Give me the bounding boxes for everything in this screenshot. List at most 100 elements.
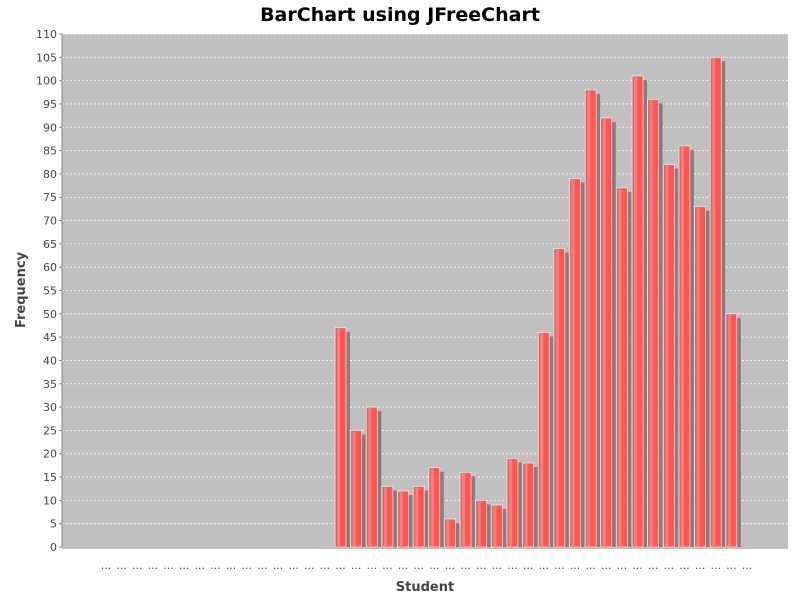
y-tick-label: 85 [43, 145, 57, 158]
x-tick-label: ... [304, 559, 315, 572]
bar-highlight [587, 90, 591, 547]
bar [647, 98, 659, 548]
bar [444, 518, 456, 548]
x-tick-label: ... [210, 559, 221, 572]
x-tick-label: ... [460, 559, 471, 572]
x-tick-label: ... [132, 559, 143, 572]
x-axis-label: Student [396, 580, 454, 595]
bar-highlight [352, 431, 356, 546]
bar-highlight [602, 118, 606, 546]
bar [631, 75, 644, 548]
bar [600, 117, 613, 548]
bar-highlight [680, 146, 685, 546]
x-tick-label: ... [413, 559, 424, 572]
y-tick-label: 40 [43, 354, 57, 367]
bar-highlight [696, 207, 700, 546]
x-tick-label: ... [507, 559, 518, 572]
y-tick-label: 95 [43, 98, 57, 111]
bar-highlight [446, 520, 450, 546]
x-tick-label: ... [601, 559, 612, 572]
y-tick-label: 80 [43, 168, 57, 181]
bar-highlight [493, 506, 497, 546]
x-tick-label: ... [273, 559, 284, 572]
bar-highlight [383, 487, 388, 546]
bar [694, 206, 706, 548]
bar [522, 462, 534, 548]
bar-highlight [665, 165, 669, 546]
x-tick-label: ... [351, 559, 362, 572]
x-tick-label: ... [554, 559, 565, 572]
bar-highlight [649, 100, 653, 547]
x-tick-label: ... [664, 559, 675, 572]
y-tick-label: 110 [36, 28, 57, 41]
x-tick-label: ... [398, 559, 409, 572]
y-tick-label: 65 [43, 238, 57, 251]
bar [412, 486, 425, 548]
x-tick-label: ... [710, 559, 721, 572]
bars [334, 57, 741, 548]
bar-highlight [634, 76, 638, 547]
x-tick-label: ... [241, 559, 252, 572]
x-tick-label: ... [429, 559, 440, 572]
y-axis: 0 5 10 15 20 25 30 35 40 45 50 55 60 65 70 75 80 85 90 95 10… [36, 28, 63, 554]
y-tick-label: 105 [36, 51, 57, 64]
x-tick-label: ... [492, 559, 503, 572]
y-tick-label: 20 [43, 448, 57, 461]
bar-highlight [524, 464, 528, 546]
y-tick-label: 25 [43, 424, 57, 437]
y-tick-label: 15 [43, 471, 57, 484]
bar-highlight [727, 314, 731, 546]
x-tick-label: ... [320, 559, 331, 572]
bar-highlight [415, 487, 419, 546]
y-tick-label: 75 [43, 191, 57, 204]
bar-highlight [462, 473, 466, 546]
y-tick-label: 30 [43, 401, 57, 414]
y-tick-label: 0 [50, 541, 57, 554]
x-tick-label: ... [116, 559, 127, 572]
y-tick-label: 5 [50, 518, 57, 531]
y-tick-label: 35 [43, 378, 57, 391]
bar-highlight [477, 501, 481, 546]
bar-highlight [712, 58, 716, 547]
bar-highlight [509, 459, 513, 546]
bar [459, 472, 472, 548]
y-tick-label: 10 [43, 494, 57, 507]
bar [537, 332, 550, 548]
x-tick-label: ... [539, 559, 550, 572]
bar [334, 327, 347, 548]
x-tick-label: ... [476, 559, 487, 572]
bar [584, 89, 597, 548]
x-tick-label: ... [585, 559, 596, 572]
bar-highlight [540, 333, 544, 546]
bar [491, 504, 503, 548]
bar-highlight [368, 408, 372, 546]
x-tick-label: ... [742, 559, 753, 572]
x-tick-label: ... [335, 559, 346, 572]
bar-highlight [618, 188, 622, 546]
bar [553, 248, 566, 548]
bar [678, 145, 691, 548]
bar [428, 467, 441, 548]
x-tick-label: ... [570, 559, 581, 572]
bar [725, 313, 738, 548]
y-tick-label: 45 [43, 331, 57, 344]
x-tick-label: ... [226, 559, 237, 572]
bar-highlight [430, 468, 434, 546]
y-tick-label: 100 [36, 75, 57, 88]
x-tick-label: ... [257, 559, 268, 572]
bar [381, 486, 394, 548]
bar [350, 430, 362, 548]
bar [616, 187, 628, 548]
x-tick-label: ... [523, 559, 534, 572]
bar-highlight [571, 179, 575, 546]
bar [475, 500, 487, 548]
bar [366, 406, 378, 548]
x-tick-label: ... [726, 559, 737, 572]
x-tick-label: ... [367, 559, 378, 572]
x-tick-label: ... [195, 559, 206, 572]
bar [506, 458, 519, 548]
x-tick-label: ... [617, 559, 628, 572]
bar [397, 490, 409, 548]
y-tick-label: 90 [43, 121, 57, 134]
